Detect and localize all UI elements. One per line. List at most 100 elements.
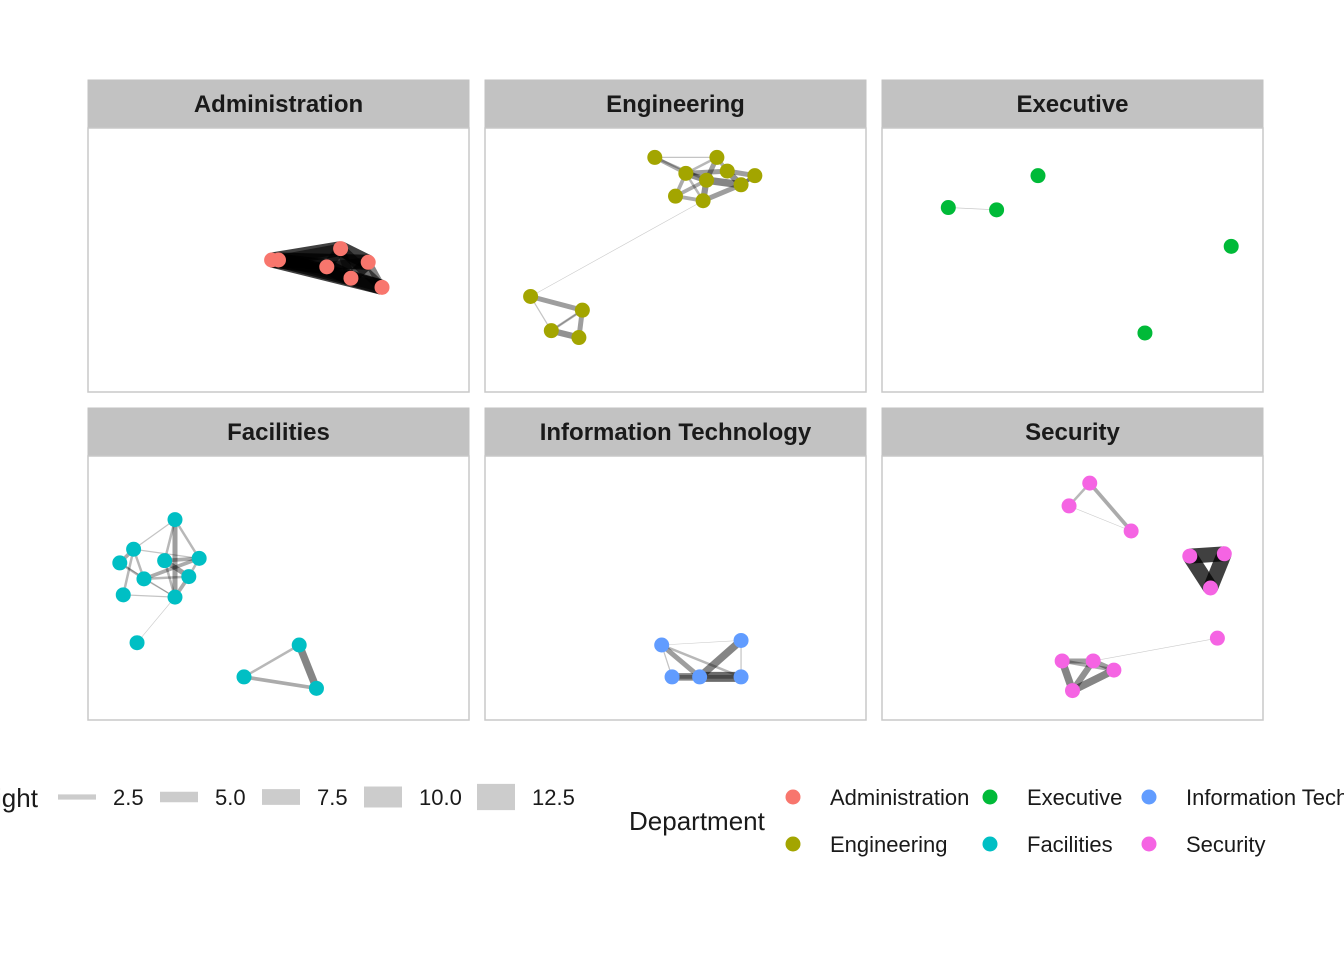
legend-department-label: Information Technology	[1186, 785, 1344, 810]
network-node	[136, 571, 152, 587]
network-node	[126, 541, 142, 557]
network-node	[333, 241, 349, 257]
facet-panel-executive: Executive	[881, 79, 1264, 393]
network-edge	[243, 643, 300, 679]
facet-title: Administration	[194, 91, 363, 118]
network-node	[733, 177, 749, 193]
network-node	[733, 669, 749, 685]
network-node	[733, 632, 749, 648]
facet-title: Engineering	[606, 91, 745, 118]
legend-weight: ight 2.5 5.0 7.5 10.0 12.5	[0, 783, 575, 813]
legend-department-key	[785, 836, 801, 852]
legend-department-label: Executive	[1027, 785, 1122, 810]
network-node	[1082, 475, 1098, 491]
legend-department: Department Administration Engineering Execu…	[629, 785, 1344, 857]
network-node	[167, 589, 183, 605]
network-node	[719, 163, 735, 179]
network-edge	[948, 207, 997, 211]
network-edge	[530, 200, 704, 297]
network-node	[1106, 662, 1122, 678]
legend-department-key	[982, 836, 998, 852]
legend-weight-key	[364, 786, 402, 808]
facet-strip	[881, 407, 1264, 457]
network-edge	[143, 556, 200, 581]
network-node	[523, 288, 539, 304]
network-edge	[1093, 637, 1218, 662]
network-node	[157, 553, 173, 569]
network-edge	[660, 643, 702, 679]
legend-department-key	[1141, 836, 1157, 852]
facet-title: Facilities	[227, 419, 330, 446]
network-node	[1182, 548, 1198, 564]
network-node	[709, 149, 725, 165]
network-node	[1065, 683, 1080, 699]
legend-weight-label: 10.0	[419, 785, 462, 810]
network-edge	[133, 519, 176, 550]
network-node	[747, 168, 763, 184]
network-node	[112, 555, 128, 571]
legend-weight-label: 12.5	[532, 785, 575, 810]
facet-panel-engineering: Engineering	[484, 79, 867, 393]
network-edge	[123, 594, 176, 598]
facet-panel-information-technology: Information Technology	[484, 407, 867, 721]
facet-plot-area	[881, 127, 1264, 393]
network-node	[574, 302, 590, 318]
network-edge	[661, 640, 742, 646]
network-node	[1061, 498, 1077, 514]
network-edge	[1088, 481, 1133, 533]
network-node	[115, 587, 131, 603]
network-node	[129, 635, 145, 651]
network-node	[664, 669, 680, 685]
legend-weight-key	[160, 791, 198, 803]
network-node	[1209, 630, 1225, 646]
network-node	[308, 680, 324, 696]
legend-department-key	[1141, 789, 1157, 805]
legend-weight-key	[262, 789, 300, 805]
network-edge	[136, 596, 176, 643]
facet-strip	[484, 407, 867, 457]
facet-plot-area	[87, 455, 470, 721]
network-node	[699, 172, 715, 188]
network-node	[1137, 325, 1153, 341]
network-edge	[661, 643, 742, 679]
facet-title: Security	[1025, 419, 1120, 446]
network-node	[1203, 580, 1218, 596]
legend-weight-label: 5.0	[215, 785, 246, 810]
network-edge	[1070, 666, 1116, 694]
legend-department-label: Administration	[830, 785, 969, 810]
network-node	[989, 202, 1005, 218]
facet-strip	[87, 407, 470, 457]
legend-weight-label: 2.5	[113, 785, 144, 810]
network-node	[1223, 238, 1239, 254]
network-node	[1054, 653, 1070, 669]
network-node	[940, 200, 956, 216]
network-node	[236, 669, 252, 685]
network-node	[319, 259, 335, 275]
network-edge	[122, 548, 135, 596]
network-node	[543, 323, 559, 339]
network-node	[695, 193, 711, 209]
network-node	[571, 330, 587, 346]
network-node	[692, 669, 708, 685]
network-node	[1030, 168, 1046, 184]
network-edge	[1068, 505, 1132, 532]
network-node	[1216, 546, 1232, 562]
network-edge	[277, 255, 384, 293]
network-node	[678, 165, 694, 181]
network-node	[271, 252, 286, 268]
facet-title: Executive	[1016, 91, 1128, 118]
legend-department-title: Department	[629, 806, 766, 836]
network-node	[654, 637, 670, 653]
legend-department-label: Security	[1186, 832, 1265, 857]
network-edge	[529, 294, 583, 313]
facet-panel-facilities: Facilities	[87, 407, 470, 721]
legend-weight-key	[58, 794, 96, 800]
network-edge	[295, 643, 320, 690]
network-edge	[243, 675, 317, 691]
facet-strip	[881, 79, 1264, 129]
legend-department-key	[785, 789, 801, 805]
facet-strip	[87, 79, 470, 129]
network-edge	[173, 518, 201, 560]
facet-title: Information Technology	[540, 419, 812, 446]
